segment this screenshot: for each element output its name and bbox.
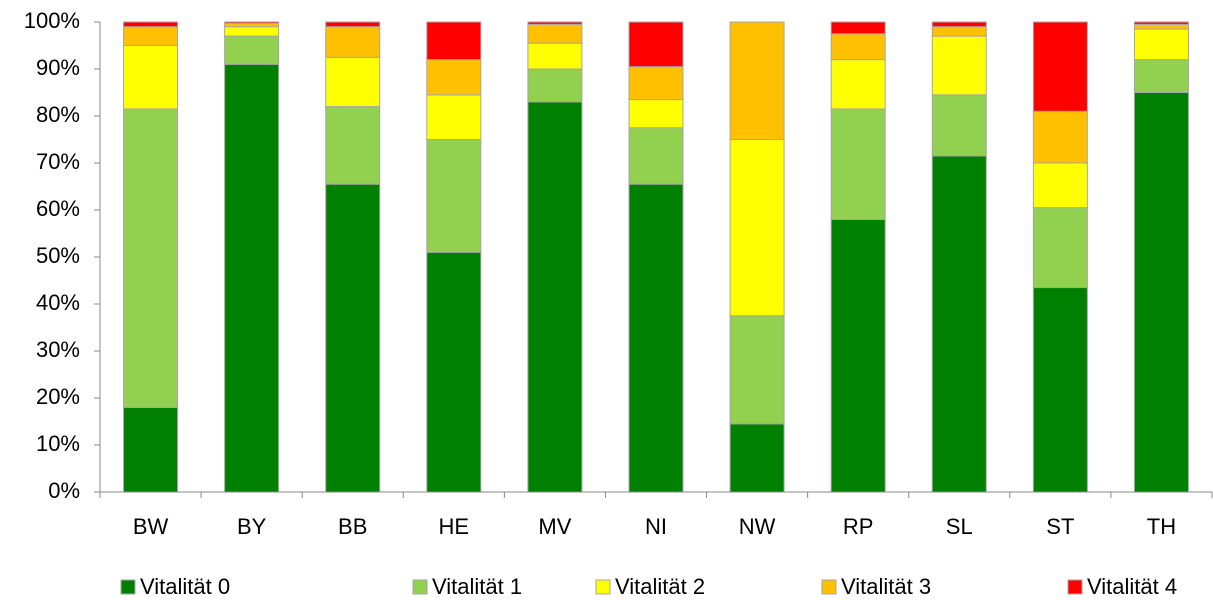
bar-segment — [1032, 287, 1088, 493]
y-tick-label: 0% — [48, 478, 80, 503]
legend-label: Vitalität 4 — [1087, 574, 1177, 599]
bar-segment — [123, 45, 179, 110]
legend-label: Vitalität 1 — [432, 574, 522, 599]
bar-segment — [224, 35, 280, 65]
x-tick-label: NI — [645, 514, 667, 539]
bar-segment — [1032, 207, 1088, 289]
legend-label: Vitalität 3 — [841, 574, 931, 599]
bar-segment — [426, 59, 482, 96]
y-tick-label: 50% — [36, 243, 80, 268]
bar-segment — [123, 21, 179, 28]
bar-segment — [830, 108, 886, 220]
y-tick-label: 90% — [36, 55, 80, 80]
bar-segment — [224, 63, 280, 493]
bar-segment — [123, 108, 179, 408]
bar-segment — [325, 26, 381, 58]
y-tick-label: 80% — [36, 102, 80, 127]
bar-segment — [325, 183, 381, 493]
legend-swatch — [1067, 579, 1083, 595]
bar-segment — [830, 21, 886, 35]
bar-segment — [426, 21, 482, 61]
x-tick-label: RP — [843, 514, 874, 539]
y-tick-label: 70% — [36, 149, 80, 174]
bar-segment — [426, 94, 482, 140]
x-tick-label: BB — [338, 514, 367, 539]
bar-segment — [1032, 162, 1088, 209]
x-tick-label: MV — [538, 514, 571, 539]
legend-swatch — [120, 579, 136, 595]
bar-segment — [931, 21, 987, 28]
legend-swatch — [821, 579, 837, 595]
bar-segment — [1133, 92, 1189, 493]
legend-swatch — [595, 579, 611, 595]
bar-segment — [628, 21, 684, 68]
y-tick-label: 40% — [36, 290, 80, 315]
bar-segment — [1133, 59, 1189, 93]
bar-segment — [325, 21, 381, 28]
x-tick-label: BY — [237, 514, 267, 539]
bar-segment — [931, 155, 987, 493]
bar-segment — [426, 251, 482, 493]
y-tick-label: 20% — [36, 384, 80, 409]
bar-segment — [426, 139, 482, 253]
bar-segment — [830, 33, 886, 61]
bar-segment — [729, 423, 785, 493]
bar-segment — [1032, 21, 1088, 112]
bar-segment — [628, 66, 684, 101]
x-tick-label: NW — [739, 514, 776, 539]
bar-segment — [931, 94, 987, 157]
bar-segment — [830, 59, 886, 110]
bar-segment — [527, 68, 583, 103]
bar-segment — [325, 106, 381, 185]
bar-segment — [224, 21, 280, 24]
bar-segment — [527, 23, 583, 44]
bar-segment — [1133, 21, 1189, 25]
bar-segment — [325, 56, 381, 108]
bar-segment — [729, 21, 785, 140]
bar-segment — [527, 21, 583, 25]
y-tick-label: 30% — [36, 337, 80, 362]
bar-segment — [527, 101, 583, 493]
bar-segment — [931, 26, 987, 37]
bar-segment — [123, 406, 179, 493]
bar-segment — [931, 35, 987, 96]
bar-segment — [527, 42, 583, 70]
x-tick-label: BW — [133, 514, 169, 539]
bar-segment — [628, 127, 684, 185]
x-tick-label: TH — [1147, 514, 1176, 539]
bar-segment — [1133, 23, 1189, 30]
x-tick-label: HE — [439, 514, 470, 539]
legend-swatch — [412, 579, 428, 595]
bar-segment — [224, 26, 280, 37]
legend-label: Vitalität 2 — [615, 574, 705, 599]
bar-segment — [628, 99, 684, 129]
y-tick-label: 60% — [36, 196, 80, 221]
bar-segment — [729, 315, 785, 425]
bar-segment — [729, 139, 785, 317]
bar-segment — [628, 183, 684, 493]
x-tick-label: SL — [946, 514, 973, 539]
x-tick-label: ST — [1046, 514, 1074, 539]
bar-segment — [1133, 28, 1189, 61]
y-tick-label: 100% — [24, 8, 80, 33]
legend-label: Vitalität 0 — [140, 574, 230, 599]
bar-segment — [123, 26, 179, 46]
bar-segment — [830, 218, 886, 493]
y-tick-label: 10% — [36, 431, 80, 456]
bar-segment — [1032, 110, 1088, 164]
